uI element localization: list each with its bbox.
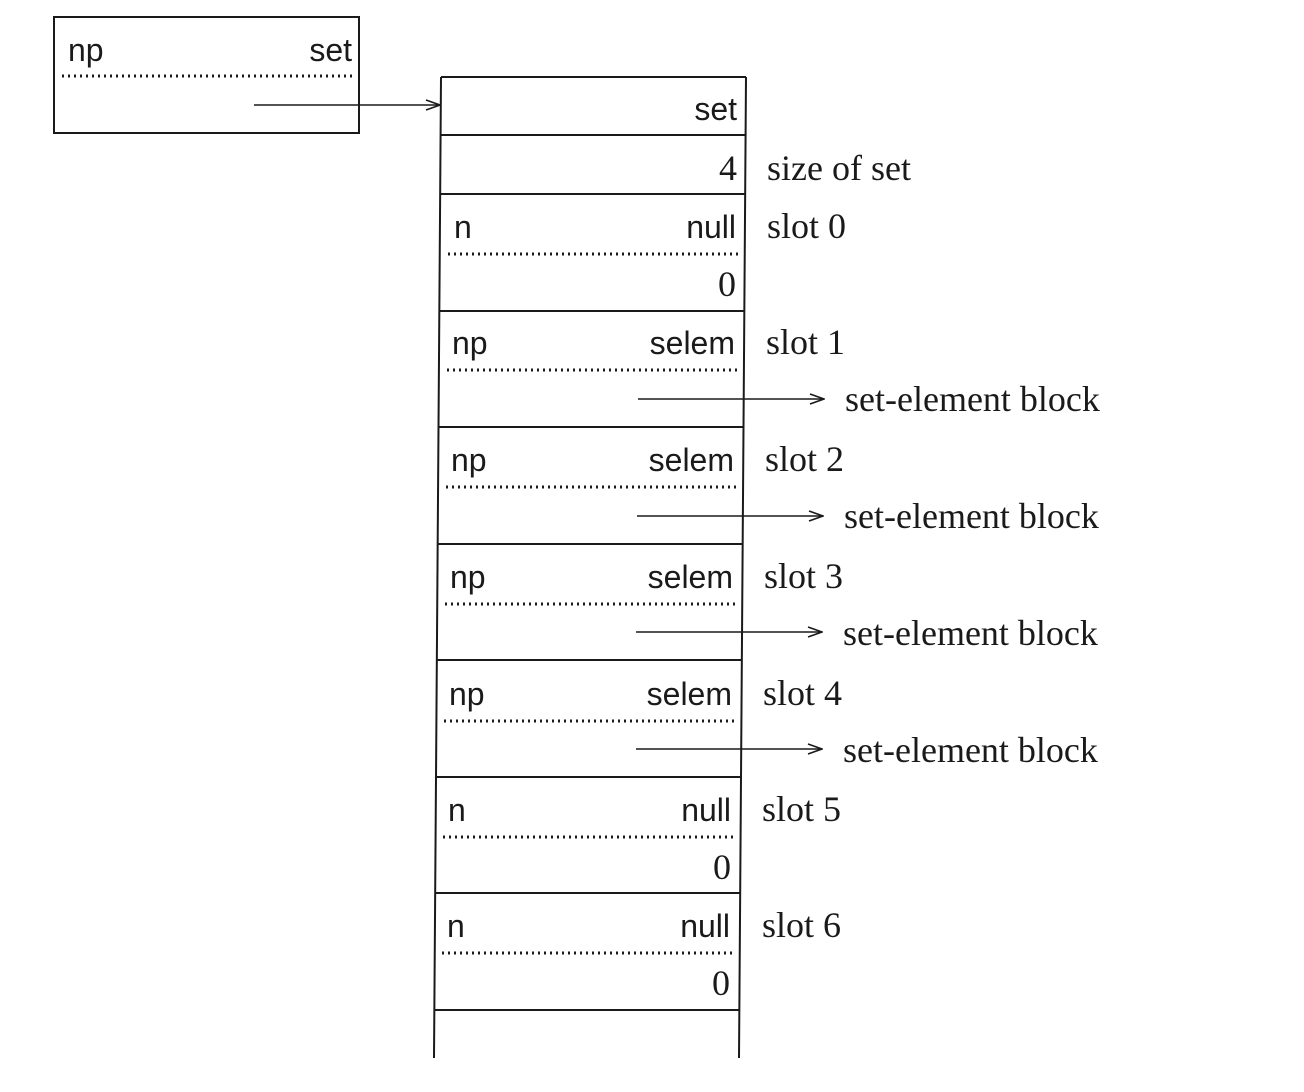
slot-4-tag-right: selem (647, 676, 732, 712)
slot-3-label: slot 3 (764, 556, 843, 596)
slot-4-label: slot 4 (763, 673, 842, 713)
block-right-edge (738, 76, 747, 1059)
slot-3-pointer-label: set-element block (843, 613, 1098, 653)
descriptor-tag-left: np (68, 32, 104, 68)
block-header-label: set (694, 91, 737, 127)
slot-5-tag-left: n (448, 792, 466, 828)
slot-5-value: 0 (713, 847, 731, 887)
slot-5: n null 0 slot 5 (443, 789, 841, 887)
slot-1-tag-right: selem (650, 325, 735, 361)
slot-3-tag-left: np (450, 559, 486, 595)
slot-2: np selem set-element block slot 2 (446, 439, 1099, 536)
size-value: 4 (719, 148, 737, 188)
slot-3-tag-right: selem (648, 559, 733, 595)
set-block: set 4 size of set n null 0 slot 0 np sel… (433, 76, 1100, 1059)
slot-3: np selem set-element block slot 3 (445, 556, 1098, 653)
descriptor-tag-right: set (309, 32, 352, 68)
slot-0: n null 0 slot 0 (448, 206, 846, 304)
slot-2-tag-left: np (451, 442, 487, 478)
slot-5-tag-right: null (681, 792, 731, 828)
slot-1-pointer-label: set-element block (845, 379, 1100, 419)
slot-0-value: 0 (718, 264, 736, 304)
slot-2-pointer-label: set-element block (844, 496, 1099, 536)
slot-0-label: slot 0 (767, 206, 846, 246)
slot-6-tag-right: null (680, 908, 730, 944)
size-label: size of set (767, 148, 911, 188)
slot-4-pointer-label: set-element block (843, 730, 1098, 770)
descriptor-box (53, 16, 360, 134)
slot-1-tag-left: np (452, 325, 488, 361)
slot-6-label: slot 6 (762, 905, 841, 945)
slot-1-label: slot 1 (766, 322, 845, 362)
slot-6-value: 0 (712, 963, 730, 1003)
slot-0-tag-right: null (686, 209, 736, 245)
slot-4-tag-left: np (449, 676, 485, 712)
set-descriptor: np set (53, 16, 440, 134)
slot-6-tag-left: n (447, 908, 465, 944)
slot-4: np selem set-element block slot 4 (444, 673, 1098, 770)
slot-2-label: slot 2 (765, 439, 844, 479)
slot-1: np selem set-element block slot 1 (447, 322, 1100, 419)
slot-0-tag-left: n (454, 209, 472, 245)
slot-6: n null 0 slot 6 (442, 905, 841, 1003)
block-left-edge (433, 76, 442, 1059)
slot-5-label: slot 5 (762, 789, 841, 829)
slot-2-tag-right: selem (649, 442, 734, 478)
